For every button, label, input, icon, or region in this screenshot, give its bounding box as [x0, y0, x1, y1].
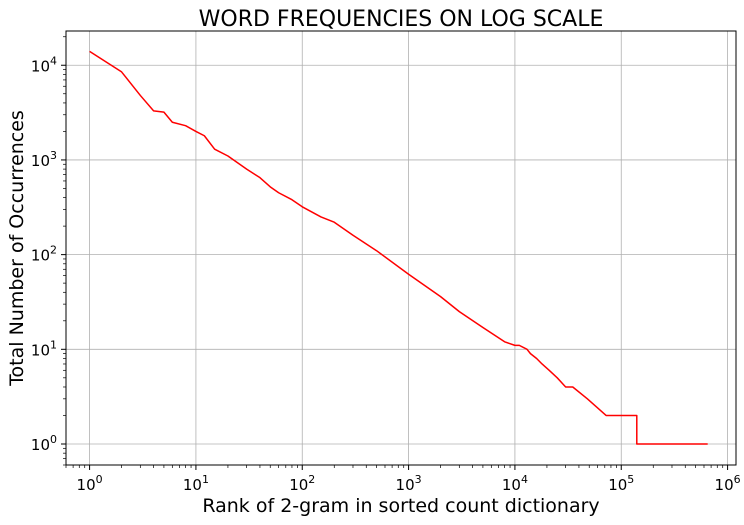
x-axis-label: Rank of 2-gram in sorted count dictionar… — [202, 495, 599, 517]
ticks-layer: 100 101 102 103 104 105 106 100 101 102 103 104 — [31, 36, 741, 494]
grid-layer — [66, 31, 736, 465]
y-tick-label: 100 — [31, 433, 57, 454]
x-tick-label: 105 — [608, 473, 634, 494]
x-tick-label: 103 — [396, 473, 422, 494]
y-tick-label: 104 — [31, 54, 57, 75]
x-tick-label: 104 — [502, 473, 528, 494]
y-tick-label: 102 — [31, 244, 57, 265]
plot-frame — [65, 30, 737, 466]
series-layer — [89, 50, 708, 445]
x-tick-label: 102 — [289, 473, 315, 494]
x-tick-label: 101 — [183, 473, 209, 494]
chart-title: WORD FREQUENCIES ON LOG SCALE — [199, 7, 604, 32]
y-axis-label: Total Number of Occurrences — [6, 110, 28, 387]
frequency-series-line — [89, 50, 708, 445]
x-tick-label: 100 — [77, 473, 103, 494]
y-tick-label: 101 — [31, 338, 57, 359]
x-tick-label: 106 — [715, 473, 741, 494]
y-tick-label: 103 — [31, 149, 57, 170]
